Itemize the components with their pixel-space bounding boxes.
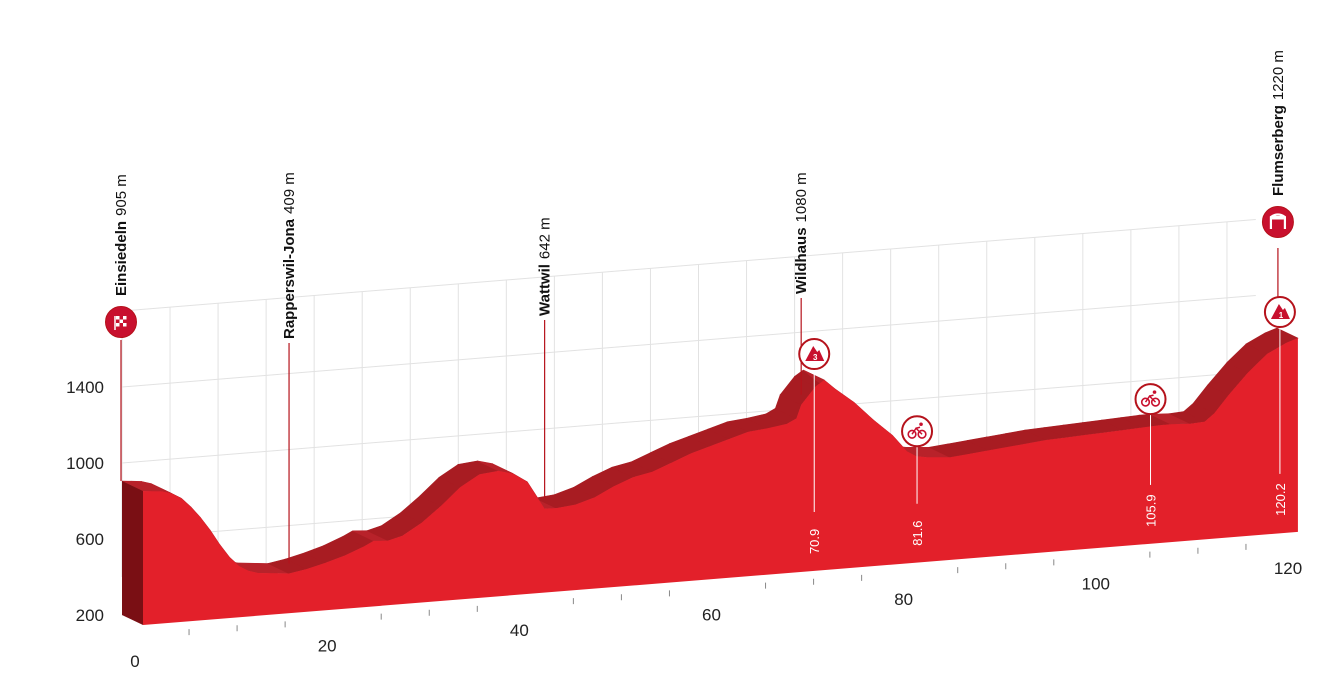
- profile-front-face: [143, 338, 1298, 625]
- location-name-text: Einsiedeln: [113, 221, 130, 296]
- axis-layer: 0 20 40 60 80 100 120 200 600 1000 1400: [66, 378, 1302, 671]
- y-tick-label: 1000: [66, 454, 104, 473]
- x-tick-label: 80: [894, 590, 913, 609]
- profile-layer: [121, 327, 1299, 625]
- grid-line-horizontal: [121, 219, 1256, 312]
- flag-square: [119, 319, 123, 323]
- location-name: Flumserberg 1220 m: [1270, 50, 1287, 196]
- marker-km-label: 81.6: [910, 520, 925, 545]
- marker-km-label: 105.9: [1144, 494, 1159, 527]
- icon-bg: [1262, 207, 1293, 237]
- bike-wheel: [1140, 397, 1151, 407]
- location-name: Wattwil 642 m: [537, 217, 554, 316]
- flag-square: [116, 316, 120, 320]
- mountain-category: 3: [813, 353, 818, 362]
- bike-wheel: [1150, 397, 1161, 407]
- x-tick-label: 20: [318, 637, 337, 656]
- rider-head: [919, 422, 923, 427]
- mountain-shape: [805, 346, 825, 362]
- location-label: Wildhaus 1080 m: [793, 172, 810, 294]
- marker-km-text: 70.9: [807, 529, 822, 554]
- location-label: Einsiedeln 905 m: [113, 174, 130, 296]
- x-tick-label: 40: [510, 621, 529, 640]
- bike-frame: [1144, 394, 1157, 403]
- flag-square: [123, 319, 127, 323]
- arch-banner: [1271, 216, 1284, 220]
- location-label: Wattwil 642 m: [537, 217, 554, 316]
- location-label: Flumserberg 1220 m: [1270, 50, 1287, 196]
- marker-km-label: 120.2: [1273, 483, 1288, 516]
- mountain-shape: [1270, 304, 1290, 320]
- marker-km-text: 105.9: [1144, 494, 1159, 527]
- y-tick-label: 200: [76, 606, 104, 625]
- flag-square: [119, 316, 123, 320]
- location-name-text: Rapperswil-Jona: [281, 218, 298, 339]
- location-altitude: 1220 m: [1270, 50, 1287, 100]
- location-altitude: 1080 m: [793, 172, 810, 222]
- location-altitude: 642 m: [537, 217, 554, 259]
- location-name: Rapperswil-Jona 409 m: [281, 172, 298, 339]
- location-name-text: Wattwil: [537, 264, 554, 316]
- x-tick-label: 100: [1082, 575, 1110, 594]
- flag-square: [123, 316, 127, 320]
- location-name-text: Flumserberg: [1270, 105, 1287, 196]
- rider-head: [1152, 390, 1157, 394]
- bike-frame: [911, 426, 923, 435]
- y-tick-label: 600: [76, 530, 104, 549]
- location-altitude: 409 m: [281, 172, 298, 214]
- flag-square: [123, 323, 127, 327]
- location-name: Wildhaus 1080 m: [793, 172, 810, 294]
- x-tick-label: 0: [130, 652, 139, 671]
- marker-km-text: 120.2: [1273, 483, 1288, 516]
- location-altitude: 905 m: [113, 174, 130, 216]
- label-layer: Einsiedeln 905 m Rapperswil-Jona 409 m Wattw…: [105, 50, 1296, 564]
- marker-km-text: 81.6: [910, 520, 925, 545]
- y-tick-label: 1400: [66, 378, 104, 397]
- sprint-bike-icon: [1134, 383, 1167, 416]
- x-tick-label: 60: [702, 606, 721, 625]
- mountain-category: 1: [1279, 311, 1284, 320]
- location-name-text: Wildhaus: [793, 227, 810, 294]
- grid-line-horizontal: [121, 295, 1256, 388]
- bike-wheel: [917, 429, 927, 439]
- location-label: Rapperswil-Jona 409 m: [281, 172, 298, 339]
- location-name: Einsiedeln 905 m: [113, 174, 130, 296]
- marker-km-label: 70.9: [807, 529, 822, 554]
- flag-square: [116, 323, 120, 327]
- sprint-bike-icon: [901, 415, 934, 448]
- flag-square: [116, 319, 120, 323]
- bike-wheel: [907, 429, 917, 439]
- grid-line-horizontal: [121, 371, 1256, 464]
- profile-start-face: [122, 481, 143, 625]
- arch-shape: [1269, 213, 1287, 229]
- flag-square: [119, 323, 123, 327]
- x-tick-label: 120: [1274, 559, 1302, 578]
